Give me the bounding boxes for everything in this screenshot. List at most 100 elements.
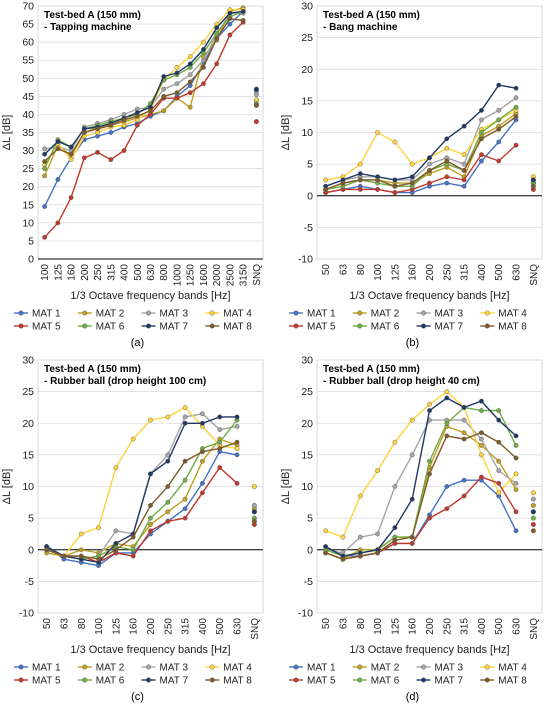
legend-label: MAT 4 <box>223 663 252 674</box>
data-point <box>55 177 61 182</box>
snq-point <box>530 490 536 496</box>
data-point <box>130 547 136 553</box>
data-point <box>165 414 171 420</box>
legend-swatch-marker <box>145 677 151 683</box>
legend-item: MAT 6 <box>77 676 125 687</box>
data-point <box>392 139 398 145</box>
legend-item: MAT 2 <box>352 309 400 320</box>
data-point <box>182 477 188 483</box>
data-point <box>513 455 519 461</box>
data-point <box>513 142 519 148</box>
y-tick-label: 20 <box>301 64 313 76</box>
data-point <box>392 484 398 489</box>
legend-swatch-marker <box>484 664 490 670</box>
data-point <box>121 117 127 123</box>
series-line-7 <box>325 84 517 187</box>
data-point <box>479 474 484 480</box>
data-point <box>234 446 240 451</box>
y-tick-label: 65 <box>22 19 34 31</box>
y-axis-label: ΔL [dB] <box>1 115 13 151</box>
legend-label: MAT 5 <box>32 676 61 687</box>
data-point <box>409 541 415 546</box>
y-tick-label: 0 <box>307 190 313 202</box>
data-point <box>148 471 153 477</box>
data-point <box>113 547 119 553</box>
data-point <box>479 408 484 413</box>
legend-item: MAT 2 <box>352 663 400 674</box>
y-tick-label: 20 <box>22 418 34 430</box>
data-point <box>214 25 220 31</box>
data-point <box>240 9 246 14</box>
data-point <box>217 427 223 432</box>
x-tick-label: 630 <box>233 618 244 635</box>
data-point <box>174 81 180 87</box>
data-point <box>234 452 240 458</box>
legend-item: MAT 1 <box>289 309 336 320</box>
x-tick-label: 200 <box>146 618 157 635</box>
series-line-4 <box>325 109 517 181</box>
data-point <box>513 480 519 486</box>
data-point <box>461 168 467 173</box>
legend-item: MAT 7 <box>141 676 188 687</box>
data-point <box>214 61 220 67</box>
legend-item: MAT 8 <box>205 322 252 333</box>
x-tick-label: 100 <box>94 618 105 635</box>
data-point <box>108 122 114 128</box>
y-tick-label: -5 <box>304 222 313 234</box>
legend-item: MAT 3 <box>141 309 188 320</box>
legend-label: MAT 6 <box>96 676 125 687</box>
x-tick-label: 100 <box>373 618 384 635</box>
x-tick-label: 200 <box>80 264 91 281</box>
data-point <box>427 408 432 413</box>
snq-point <box>530 521 536 527</box>
legend-item: MAT 4 <box>480 663 527 674</box>
y-tick-label: 30 <box>22 145 34 157</box>
data-point <box>427 471 432 477</box>
x-axis-label: 1/3 Octave frequency bands [Hz] <box>349 644 509 656</box>
data-point <box>42 166 48 172</box>
chart-panel-4: -10 -5 0 5 10 15 20 25 30 50 63 80 100 125 160 200 250 31… <box>280 355 543 703</box>
data-point <box>496 117 502 123</box>
x-tick-label: 100 <box>40 264 51 281</box>
series-line-3 <box>325 97 517 187</box>
x-tick-label: 500 <box>133 264 144 281</box>
x-axis-label: 1/3 Octave frequency bands [Hz] <box>349 290 509 302</box>
data-point <box>55 146 61 152</box>
snq-point <box>530 528 536 534</box>
data-point <box>375 468 380 474</box>
legend-swatch-marker <box>293 677 299 683</box>
legend-label: MAT 2 <box>371 309 400 320</box>
legend-item: MAT 3 <box>416 663 463 674</box>
x-axis-label: 1/3 Octave frequency bands [Hz] <box>70 644 230 656</box>
y-tick-label: -5 <box>25 576 34 588</box>
data-point <box>323 528 329 534</box>
data-point <box>479 436 484 442</box>
x-tick-label: 160 <box>408 264 419 281</box>
legend-item: MAT 5 <box>14 676 61 687</box>
data-point <box>121 122 127 128</box>
x-tick-label: 50 <box>321 618 332 630</box>
y-tick-label: 0 <box>307 544 313 556</box>
legend-swatch-marker <box>82 323 88 329</box>
y-tick-label: 20 <box>301 418 313 430</box>
data-point <box>479 136 484 142</box>
legend-swatch-marker <box>484 323 490 329</box>
data-point <box>461 405 467 410</box>
y-tick-label: 60 <box>22 37 34 49</box>
data-point <box>496 468 502 474</box>
data-point <box>68 144 74 150</box>
legend-item: MAT 3 <box>416 309 463 320</box>
x-tick-label: 500 <box>215 618 226 635</box>
data-point <box>182 496 188 502</box>
legend-swatch-marker <box>209 323 215 329</box>
x-tick-label: 315 <box>460 618 471 635</box>
legend-swatch-marker <box>209 677 215 683</box>
legend-swatch-marker <box>209 664 215 670</box>
legend-swatch-marker <box>293 310 299 316</box>
legend-swatch-marker <box>420 310 426 316</box>
legend-item: MAT 6 <box>352 676 400 687</box>
legend-swatch-marker <box>18 664 24 670</box>
chart-title-line: - Rubber ball (drop height 100 cm) <box>44 376 206 387</box>
legend-item: MAT 5 <box>289 322 336 333</box>
data-point <box>427 161 432 167</box>
